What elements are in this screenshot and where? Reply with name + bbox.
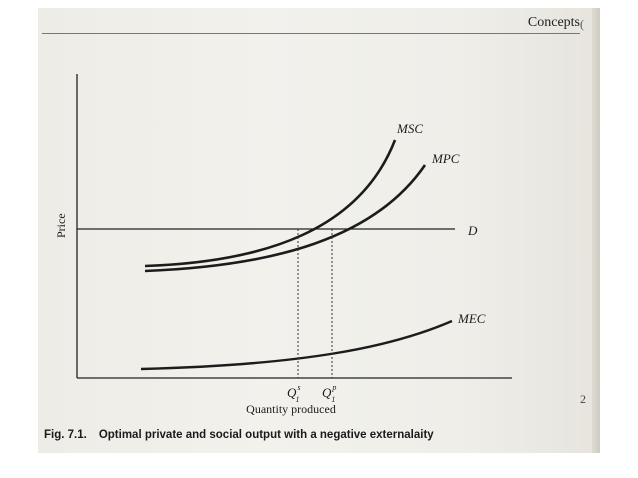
scanned-page [38,8,600,453]
q-private-sup: p [331,383,336,392]
mpc-curve [144,164,427,273]
msc-curve [144,139,397,268]
caption-number: Fig. 7.1. [44,429,87,441]
q-social-sub: 1 [296,395,300,404]
q-social-sup: s [297,383,300,392]
header-rule [42,33,580,34]
page-edge-shadow [592,8,600,453]
q-social-base: Q [287,385,297,400]
mpc-label: MPC [431,151,460,166]
caption-text: Optimal private and social output with a… [98,429,434,441]
x-axis-label: Quantity produced [246,402,336,416]
demand-label: D [467,223,478,238]
q-private-label: Qp 1 [322,383,336,404]
margin-mark-top: ( [580,17,584,31]
q-private-base: Q [322,385,332,400]
msc-label: MSC [396,121,423,136]
figure-caption: Fig. 7.1. Optimal private and social outp… [44,429,434,441]
q-private-sub: 1 [331,395,335,404]
running-head: Concepts [527,15,580,30]
q-social-label: Qs 1 [287,383,301,404]
margin-mark-bottom: 2 [580,392,586,406]
mec-curve [140,319,453,371]
y-axis-label: Price [54,213,68,238]
mec-label: MEC [457,311,486,326]
